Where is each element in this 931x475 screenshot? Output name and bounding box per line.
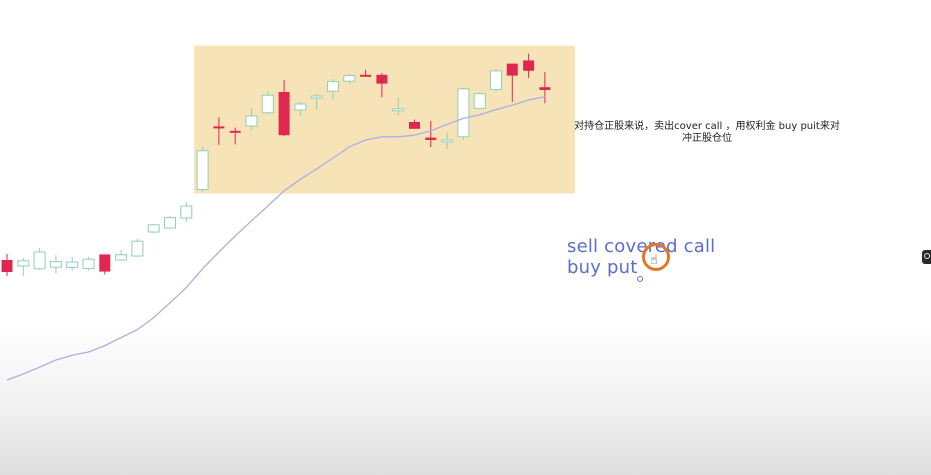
candle-down: [523, 60, 535, 71]
candle-down: [425, 137, 437, 140]
candle-down: [360, 74, 372, 77]
candle-up: [115, 254, 128, 261]
candle-up: [164, 217, 176, 229]
candle-up: [180, 205, 193, 219]
candle-down: [409, 122, 420, 129]
candle-up: [33, 251, 46, 270]
candle-up: [327, 81, 339, 92]
pointer-highlight-ring: [642, 243, 670, 271]
candle-up: [261, 94, 274, 114]
candle-up: [245, 115, 258, 127]
candle-up: [147, 224, 160, 233]
candle-up: [66, 261, 79, 269]
candle-down: [278, 92, 290, 136]
handwritten-annotation: sell covered call buy put: [567, 236, 715, 278]
candles-group: [1, 53, 551, 276]
side-toolbar-icon[interactable]: [922, 250, 931, 264]
candle-down: [213, 126, 225, 129]
annotation-buy-put: buy put: [567, 257, 638, 278]
candle-up: [310, 95, 323, 99]
candle-up: [490, 70, 502, 91]
candle-up: [82, 258, 95, 269]
candle-up: [392, 108, 405, 112]
candle-up: [441, 139, 454, 143]
candle-down: [1, 260, 13, 272]
explanation-note: 对持仓正股来说，卖出cover call ，用权利金 buy puit来对冲正股…: [574, 121, 840, 144]
candle-up: [17, 260, 30, 267]
candle-up: [49, 261, 62, 268]
candle-down: [506, 63, 518, 76]
candle-up: [343, 75, 356, 82]
candle-up: [294, 103, 307, 111]
candle-up: [473, 93, 486, 109]
candle-up: [131, 240, 144, 257]
pen-dot-icon: [637, 276, 643, 282]
candle-down: [99, 254, 111, 272]
candle-down: [376, 74, 388, 84]
candle-down: [229, 130, 241, 133]
candle-up: [457, 88, 470, 138]
moving-average-line: [6, 96, 546, 381]
candle-down: [539, 87, 551, 90]
annotation-sell-covered-call: sell covered call: [567, 236, 716, 257]
candle-up: [196, 150, 209, 191]
hand-cursor-icon: ☝: [650, 253, 658, 268]
